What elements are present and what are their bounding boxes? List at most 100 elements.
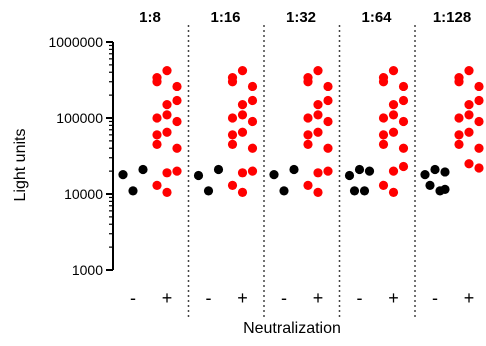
data-point: [398, 161, 409, 172]
data-point: [388, 127, 399, 137]
data-point: [227, 139, 238, 149]
data-point: [247, 116, 258, 127]
data-point: [227, 113, 238, 123]
data-point: [454, 77, 464, 87]
x-axis-title: Neutralization: [243, 320, 341, 337]
group-label: +: [464, 288, 475, 308]
data-point: [323, 166, 333, 176]
data-point: [303, 113, 313, 123]
panel-label: 1:64: [361, 9, 392, 26]
data-point: [313, 110, 323, 120]
data-point: [172, 81, 182, 92]
data-point: [237, 100, 248, 110]
data-point: [152, 180, 162, 190]
data-point: [398, 81, 409, 92]
group-label: -: [206, 288, 212, 308]
data-point: [425, 180, 435, 190]
y-tick-label: 1000: [72, 262, 103, 278]
data-point: [323, 143, 333, 153]
data-point: [323, 116, 333, 127]
chart-axes: [106, 41, 114, 271]
data-point: [162, 127, 172, 137]
data-point: [237, 187, 248, 197]
group-label: +: [162, 288, 173, 308]
data-point: [313, 168, 323, 178]
y-tick-label: 100000: [56, 110, 103, 126]
data-point: [464, 127, 474, 137]
data-point: [354, 164, 365, 175]
data-point: [172, 166, 182, 176]
data-point: [162, 110, 172, 120]
data-point: [247, 143, 258, 153]
panel-label: 1:32: [286, 9, 316, 26]
data-point: [279, 186, 289, 196]
data-point: [247, 95, 258, 106]
data-point: [269, 169, 279, 180]
data-point: [289, 164, 299, 175]
data-point: [172, 143, 182, 153]
data-point: [378, 139, 389, 149]
panel-label: 1:16: [210, 9, 240, 26]
data-point: [313, 100, 323, 110]
data-point: [464, 159, 474, 169]
data-point: [474, 116, 484, 127]
data-point: [162, 168, 172, 178]
data-point: [398, 143, 409, 153]
data-point: [474, 143, 484, 153]
data-point: [388, 166, 399, 176]
data-point: [162, 100, 172, 110]
group-label: +: [388, 288, 399, 308]
data-point: [227, 180, 238, 190]
group-label: -: [432, 288, 438, 308]
group-label: -: [357, 288, 363, 308]
data-point: [237, 168, 248, 178]
data-point: [313, 66, 323, 76]
data-point: [323, 81, 333, 92]
y-tick-label: 1000000: [48, 34, 103, 50]
data-point: [323, 95, 333, 106]
data-point: [398, 116, 409, 127]
data-point: [247, 81, 258, 92]
data-point: [388, 187, 399, 197]
data-point: [247, 166, 258, 176]
data-point: [152, 130, 162, 140]
data-point: [227, 130, 238, 140]
data-point: [440, 184, 450, 194]
data-point: [440, 167, 450, 177]
data-point: [237, 127, 248, 137]
data-point: [237, 110, 248, 120]
data-point: [474, 163, 484, 173]
group-label: +: [313, 288, 324, 308]
data-point: [464, 66, 474, 76]
y-axis-title: Light units: [12, 129, 29, 202]
data-point: [237, 66, 248, 76]
data-point: [388, 110, 399, 120]
data-point: [303, 180, 313, 190]
chart-labels: 1000 10000 100000 1000000 1:8 - +1:16 - +1:32 - +1…: [48, 9, 474, 308]
data-point: [172, 95, 182, 106]
data-point: [313, 127, 323, 137]
data-point: [378, 113, 389, 123]
group-label: -: [130, 288, 136, 308]
data-point: [430, 164, 440, 175]
data-point: [378, 77, 389, 87]
data-point: [172, 116, 182, 127]
panel-separators: [187, 25, 416, 318]
data-point: [454, 113, 464, 123]
data-point: [162, 187, 172, 197]
data-point: [203, 186, 214, 196]
group-label: -: [281, 288, 287, 308]
data-point: [152, 113, 162, 123]
data-point: [359, 186, 370, 196]
data-point: [152, 77, 162, 87]
data-point: [138, 164, 148, 175]
data-point: [364, 166, 375, 176]
data-point: [118, 169, 128, 180]
group-label: +: [237, 288, 248, 308]
data-points: [118, 66, 484, 197]
data-point: [344, 170, 355, 181]
y-tick-label: 10000: [64, 186, 103, 202]
data-point: [378, 180, 389, 190]
panel-label: 1:128: [433, 9, 471, 26]
data-point: [128, 186, 138, 196]
